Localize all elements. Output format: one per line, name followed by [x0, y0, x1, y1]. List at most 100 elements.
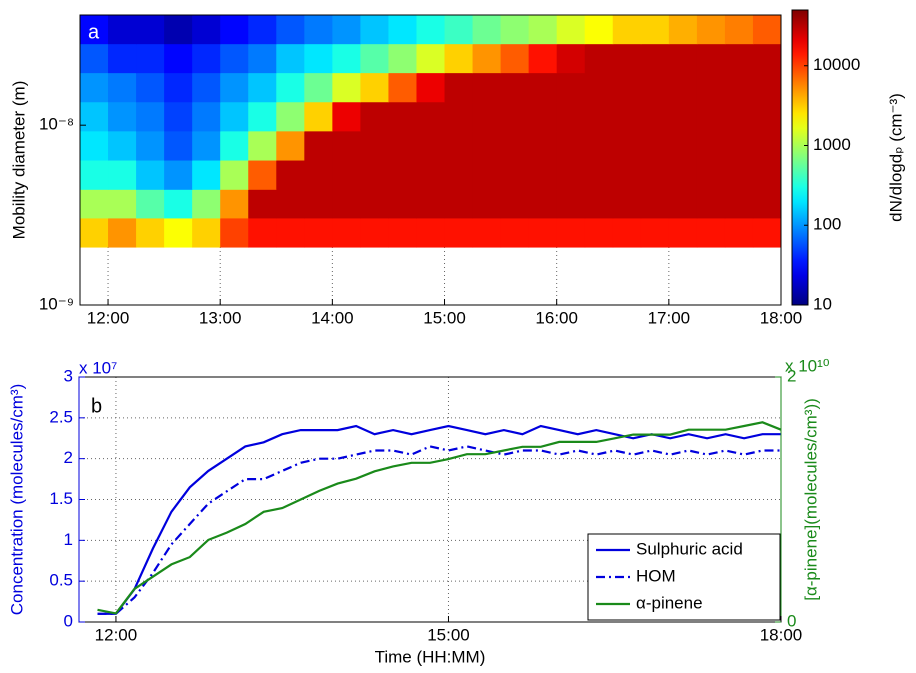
heatmap-cell — [80, 72, 109, 103]
heatmap-cell — [668, 43, 698, 74]
heatmap-cell — [584, 101, 614, 132]
heatmap-cell — [640, 15, 670, 45]
heatmap-cell — [108, 101, 137, 132]
heatmap-cell — [612, 72, 642, 103]
plot-frame — [79, 14, 782, 306]
heatmap-cell — [80, 101, 109, 132]
heatmap-cell — [388, 72, 417, 103]
heatmap-cell — [668, 15, 698, 45]
heatmap-cell — [556, 160, 586, 190]
heatmap-cell — [416, 130, 446, 161]
heatmap-cell — [192, 101, 221, 132]
colorbar — [791, 9, 809, 306]
x-tick-label: 12:00 — [95, 625, 138, 644]
heatmap-cell — [640, 130, 670, 161]
heatmap-cell — [108, 130, 137, 161]
heatmap-cell — [668, 160, 698, 190]
heatmap-cell — [556, 189, 586, 219]
heatmap-cell — [304, 15, 333, 45]
x-tick-label: 18:00 — [760, 625, 803, 644]
heatmap-cell — [304, 101, 333, 132]
heatmap-cell — [332, 72, 361, 103]
heatmap-cell — [724, 43, 754, 74]
y-tick-label: 2.5 — [49, 407, 73, 426]
colorbar-tick-label: 10000 — [813, 55, 860, 74]
heatmap-cell — [752, 160, 782, 190]
heatmap-cell — [584, 72, 614, 103]
heatmap-cell — [276, 101, 305, 132]
heatmap-cell — [276, 130, 305, 161]
heatmap-cell — [640, 189, 670, 219]
colorbar-tick-label: 1000 — [813, 135, 851, 154]
heatmap-cell — [724, 160, 754, 190]
heatmap-cell — [500, 101, 530, 132]
heatmap-cell — [668, 130, 698, 161]
heatmap-cell — [332, 101, 361, 132]
heatmap-cell — [332, 217, 361, 248]
heatmap-cell — [164, 130, 193, 161]
heatmap-cell — [416, 72, 446, 103]
heatmap-cell — [136, 130, 165, 161]
x-axis-label: Time (HH:MM) — [375, 647, 486, 666]
heatmap-cell — [500, 43, 530, 74]
heatmap-cell — [80, 217, 109, 248]
heatmap-cell — [136, 72, 165, 103]
heatmap-cell — [164, 217, 193, 248]
heatmap-cell — [388, 15, 417, 45]
heatmap-cell — [612, 217, 642, 248]
heatmap-cell — [332, 130, 361, 161]
y2-offset: x 10¹⁰ — [785, 356, 830, 375]
y2-axis-label: [α-pinene](molecules/cm³)) — [801, 398, 820, 601]
heatmap-cell — [472, 101, 502, 132]
y-tick-label: 1.5 — [49, 489, 73, 508]
heatmap-cell — [248, 189, 277, 219]
heatmap-cell — [696, 130, 726, 161]
heatmap-cell — [528, 130, 558, 161]
y2-tick-label: 0 — [787, 611, 796, 630]
heatmap-cell — [248, 43, 277, 74]
heatmap-cell — [528, 101, 558, 132]
heatmap-cell — [416, 43, 446, 74]
heatmap-cell — [220, 15, 249, 45]
heatmap-cell — [612, 160, 642, 190]
heatmap-cell — [360, 189, 389, 219]
heatmap-cell — [304, 189, 333, 219]
heatmap-cell — [360, 43, 389, 74]
heatmap-cell — [248, 15, 277, 45]
heatmap-cell — [472, 189, 502, 219]
heatmap-cell — [500, 130, 530, 161]
heatmap-cell — [136, 160, 165, 190]
heatmap-cell — [444, 189, 474, 219]
heatmap-cell — [164, 43, 193, 74]
heatmap-cell — [108, 15, 137, 45]
y-tick-label: 3 — [64, 366, 73, 385]
colorbar-tick-label: 10 — [813, 294, 832, 313]
heatmap-cell — [584, 217, 614, 248]
heatmap-cell — [192, 72, 221, 103]
heatmap-cell — [304, 43, 333, 74]
heatmap-cell — [248, 72, 277, 103]
legend-label: HOM — [636, 566, 676, 585]
x-tick-label: 12:00 — [87, 308, 130, 327]
heatmap-cell — [108, 43, 137, 74]
heatmap-cell — [556, 217, 586, 248]
heatmap-cell — [444, 160, 474, 190]
heatmap-cell — [696, 217, 726, 248]
heatmap-cell — [696, 189, 726, 219]
heatmap-cell — [332, 15, 361, 45]
heatmap-cell — [640, 217, 670, 248]
heatmap-cell — [416, 217, 446, 248]
heatmap-cell — [724, 130, 754, 161]
heatmap-cell — [696, 101, 726, 132]
heatmap-cell — [696, 43, 726, 74]
heatmap-cell — [108, 72, 137, 103]
heatmap-cell — [416, 101, 446, 132]
heatmap-cell — [360, 160, 389, 190]
series-line — [97, 445, 781, 615]
heatmap-cell — [472, 217, 502, 248]
heatmap-cell — [332, 189, 361, 219]
heatmap-cell — [276, 43, 305, 74]
y-tick-label: 2 — [64, 448, 73, 467]
heatmap-cell — [528, 72, 558, 103]
